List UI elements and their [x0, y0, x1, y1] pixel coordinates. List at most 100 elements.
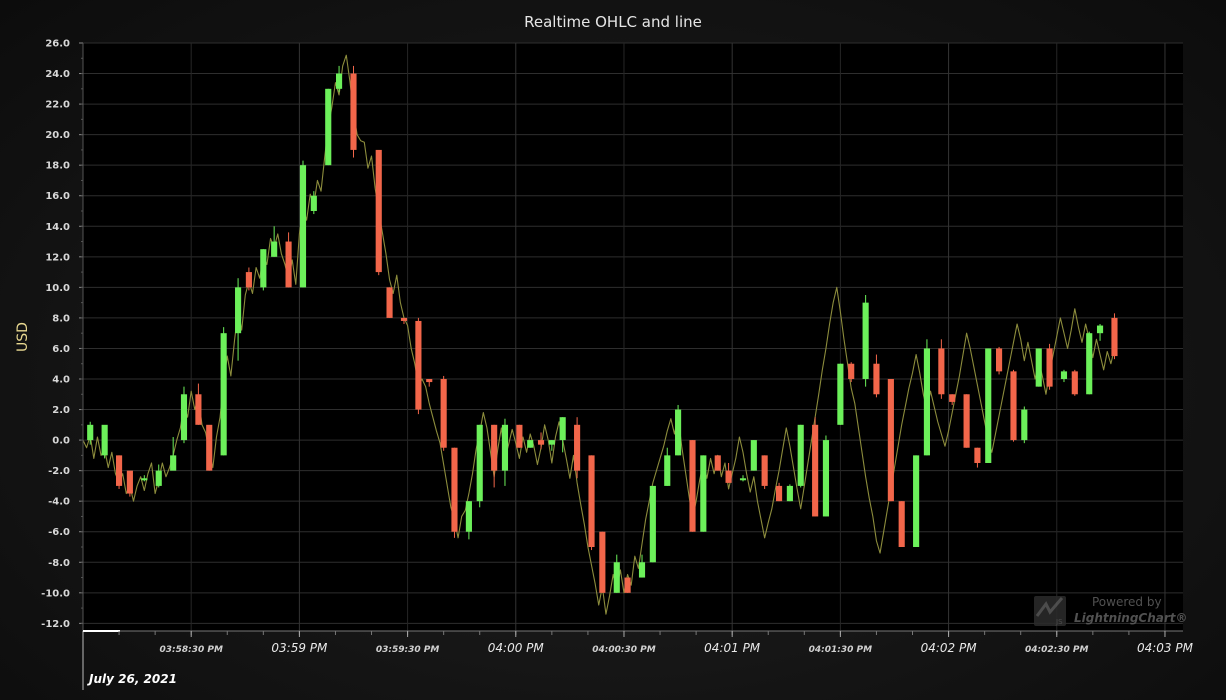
x-tick-label: 03:58:30 PM: [159, 645, 223, 655]
candle-up: [141, 475, 148, 482]
candle-body: [1021, 409, 1028, 441]
y-tick-label: 6.0: [52, 344, 70, 355]
candle-body: [700, 455, 707, 532]
y-tick-label: 10.0: [45, 283, 70, 294]
candle-down: [848, 362, 855, 383]
candle-body: [624, 577, 631, 593]
candle-down: [776, 482, 783, 502]
candle-body: [725, 470, 732, 483]
candle-down: [1046, 343, 1053, 390]
candle-up: [700, 455, 707, 532]
y-tick-label: 8.0: [52, 313, 70, 324]
ohlc-series: [87, 65, 1118, 593]
candle-up: [235, 278, 242, 361]
candle-body: [559, 417, 566, 441]
candle-up: [501, 418, 509, 486]
candle-down: [761, 455, 768, 489]
candle-body: [415, 320, 422, 410]
x-tick-label: 03:59:30 PM: [376, 645, 440, 655]
y-axis: 26.0 24.0 22.0 20.0 18.0 16.0 14.0 12.0 10.0 8.0 6…: [41, 39, 84, 631]
candle-down: [516, 424, 523, 448]
candle-body: [116, 455, 123, 486]
grid-lines: [83, 42, 1183, 631]
candle-up: [548, 440, 555, 451]
y-tick-label: 14.0: [45, 222, 70, 233]
candle-down: [386, 287, 393, 318]
candle-down: [1010, 369, 1017, 442]
candle-down: [938, 339, 945, 399]
candle-up: [271, 226, 278, 257]
x-tick-label: 04:03 PM: [1137, 641, 1194, 655]
candle-body: [1071, 371, 1078, 395]
candle-up: [1035, 348, 1042, 387]
candle-down: [245, 267, 252, 291]
candle-body: [1046, 348, 1053, 387]
candle-up: [750, 440, 757, 471]
candle-body: [812, 424, 819, 517]
candle-up: [786, 484, 793, 502]
candle-body: [848, 363, 855, 379]
candle-up: [559, 417, 566, 453]
candle-body: [923, 348, 930, 456]
candle-body: [465, 501, 472, 532]
lightningchart-watermark: JS Powered by LightningChart®: [1034, 595, 1188, 626]
candle-body: [588, 455, 595, 547]
y-tick-label: 20.0: [45, 130, 70, 141]
candle-body: [822, 440, 830, 517]
candle-body: [548, 440, 555, 445]
candle-body: [206, 424, 213, 471]
candle-up: [336, 65, 343, 92]
y-tick-label: -8.0: [48, 558, 70, 569]
candle-down: [350, 65, 357, 158]
candle-body: [776, 485, 783, 502]
candle-body: [1035, 348, 1042, 387]
candle-up: [862, 295, 869, 387]
candle-body: [260, 249, 267, 288]
y-tick-label: 24.0: [45, 69, 70, 80]
lightningchart-logo-icon: JS: [1034, 596, 1066, 626]
candle-down: [1071, 369, 1078, 396]
candle-body: [501, 424, 509, 471]
candle-body: [350, 73, 357, 150]
candle-up: [638, 554, 646, 578]
candle-down: [426, 379, 433, 387]
date-label: July 26, 2021: [87, 672, 177, 686]
candle-body: [220, 333, 227, 456]
candle-body: [887, 379, 894, 502]
candle-body: [761, 455, 768, 486]
candle-up: [837, 363, 844, 425]
candle-body: [180, 394, 188, 441]
chart-title: Realtime OHLC and line: [524, 13, 702, 31]
candle-body: [451, 447, 458, 532]
candle-body: [638, 562, 646, 578]
candle-down: [375, 149, 382, 276]
x-tick-label: 04:02 PM: [921, 641, 978, 655]
candle-body: [400, 317, 408, 321]
candle-down: [451, 447, 458, 538]
candle-body: [1111, 317, 1118, 357]
y-axis-label: USD: [15, 322, 31, 352]
x-axis: 03:58:30 PM 03:59 PM 03:59:30 PM 04:00 PM 04…: [82, 630, 1194, 690]
candle-body: [299, 165, 307, 288]
x-tick-label: 04:01 PM: [704, 641, 761, 655]
candle-body: [235, 287, 242, 334]
candle-body: [310, 195, 317, 211]
candle-down: [116, 455, 123, 489]
candle-body: [440, 379, 447, 448]
y-tick-label: 18.0: [45, 161, 70, 172]
candle-body: [426, 379, 433, 383]
candle-body: [664, 455, 671, 486]
candle-down: [400, 317, 408, 325]
candle-body: [336, 73, 343, 89]
candle-body: [786, 485, 793, 502]
candle-body: [649, 485, 656, 563]
candle-down: [588, 455, 595, 551]
candle-body: [739, 478, 747, 481]
candle-body: [285, 241, 292, 288]
y-tick-label: -4.0: [48, 497, 70, 508]
candle-body: [1060, 371, 1068, 379]
candle-down: [126, 470, 133, 497]
candle-up: [1086, 331, 1093, 395]
candle-up: [155, 464, 162, 488]
candle-down: [887, 379, 894, 502]
